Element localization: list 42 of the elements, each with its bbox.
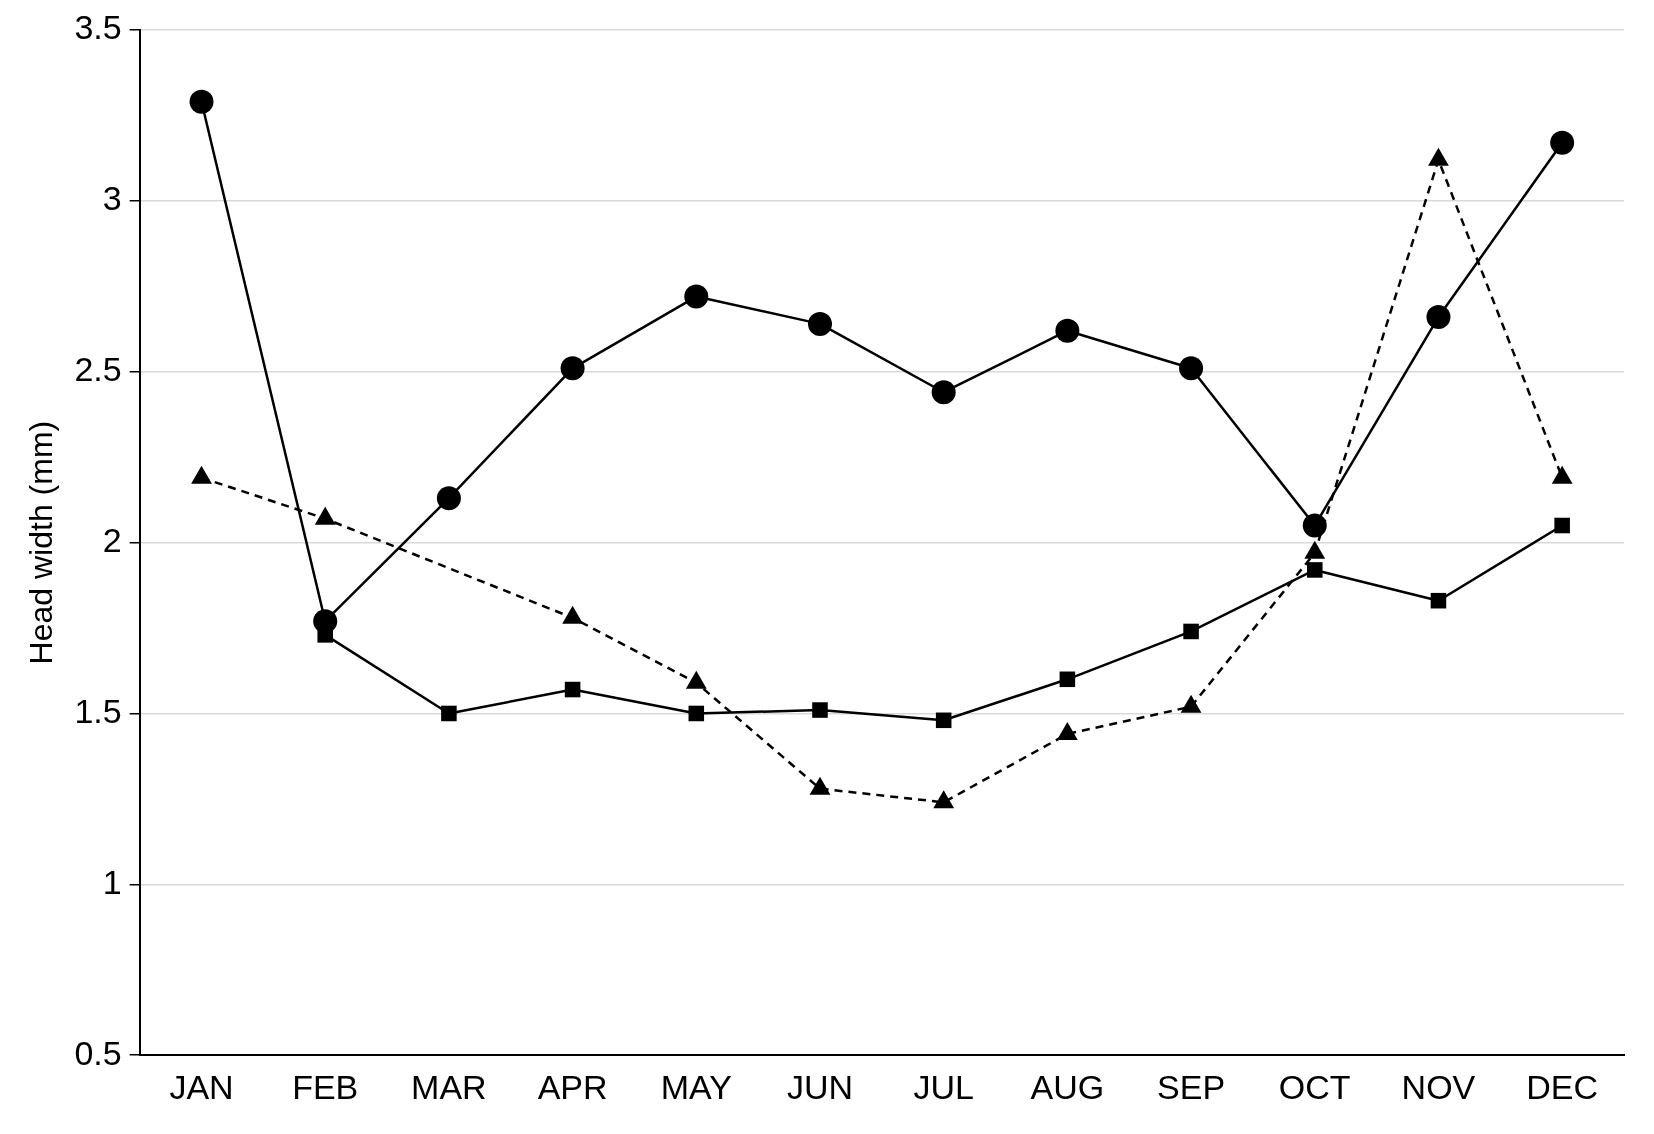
x-tick-label: FEB <box>292 1067 359 1106</box>
y-tick-label: 3.5 <box>74 8 122 47</box>
x-tick-label: JUL <box>913 1067 974 1106</box>
point <box>935 712 952 729</box>
point <box>1055 318 1080 343</box>
x-tick-label: OCT <box>1278 1067 1351 1106</box>
point <box>688 705 705 722</box>
y-tick-label: 3 <box>102 179 122 218</box>
x-tick-label: SEP <box>1157 1067 1226 1106</box>
x-tick-label: JUN <box>786 1067 854 1106</box>
point <box>1302 513 1327 538</box>
point <box>807 311 832 336</box>
y-tick-label: 0.5 <box>74 1033 122 1072</box>
y-tick-label: 2 <box>102 520 122 559</box>
point <box>564 681 581 698</box>
y-tick-label: 1.5 <box>74 691 122 730</box>
x-tick-label: MAR <box>411 1067 487 1106</box>
point <box>1306 562 1323 578</box>
point <box>931 380 956 405</box>
y-tick-label: 2.5 <box>74 350 122 389</box>
point <box>313 609 338 634</box>
y-tick-label: 1 <box>102 862 122 901</box>
point <box>684 284 709 309</box>
x-tick-label: MAY <box>660 1067 732 1106</box>
point <box>1059 671 1076 688</box>
x-tick-label: JAN <box>169 1067 234 1106</box>
x-tick-label: APR <box>537 1067 608 1106</box>
y-axis-title: Head width (mm) <box>23 420 60 665</box>
point <box>1550 130 1575 155</box>
point <box>1430 592 1447 609</box>
point <box>1554 517 1570 534</box>
x-tick-label: DEC <box>1526 1067 1599 1106</box>
point <box>1183 623 1199 640</box>
x-tick-label: NOV <box>1401 1067 1476 1106</box>
point <box>560 356 585 381</box>
point <box>189 89 214 114</box>
point <box>441 705 457 722</box>
x-tick-label: AUG <box>1030 1067 1105 1106</box>
point <box>1179 356 1204 381</box>
point <box>436 486 461 511</box>
point <box>812 702 828 718</box>
point <box>1426 305 1451 330</box>
